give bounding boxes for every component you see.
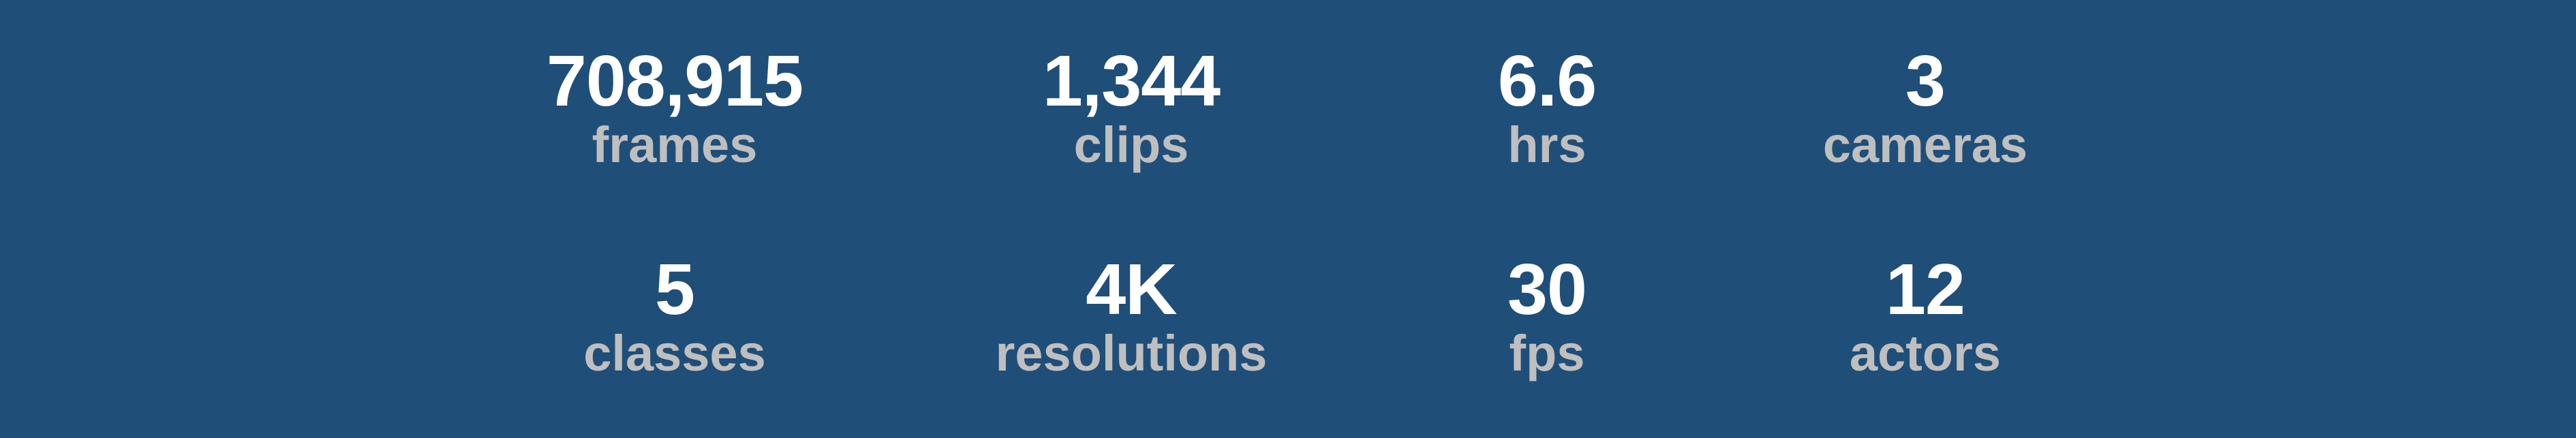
stat-value: 4K	[1086, 249, 1178, 330]
stat-value: 6.6	[1497, 41, 1597, 121]
stat-label: fps	[1509, 325, 1585, 381]
stat-value: 5	[655, 249, 695, 330]
stat-actors: 12 actors	[1721, 253, 2130, 379]
stat-value: 708,915	[546, 41, 803, 121]
stat-label: clips	[1073, 116, 1189, 173]
stat-classes: 5 classes	[470, 253, 879, 379]
stat-value: 1,344	[1042, 41, 1221, 121]
stat-label: resolutions	[995, 325, 1268, 381]
stat-resolutions: 4K resolutions	[927, 253, 1336, 379]
stat-frames: 708,915 frames	[470, 45, 879, 170]
stat-cameras: 3 cameras	[1721, 45, 2130, 170]
stat-label: actors	[1849, 325, 2002, 381]
stat-label: classes	[583, 325, 766, 381]
stat-label: hrs	[1507, 116, 1586, 173]
stat-fps: 30 fps	[1343, 253, 1751, 379]
stat-label: frames	[592, 116, 758, 173]
stat-value: 3	[1905, 41, 1946, 121]
stat-value: 30	[1507, 249, 1587, 330]
stat-clips: 1,344 clips	[927, 45, 1336, 170]
stat-value: 12	[1886, 249, 1965, 330]
stat-label: cameras	[1822, 116, 2028, 173]
stat-hours: 6.6 hrs	[1343, 45, 1751, 170]
